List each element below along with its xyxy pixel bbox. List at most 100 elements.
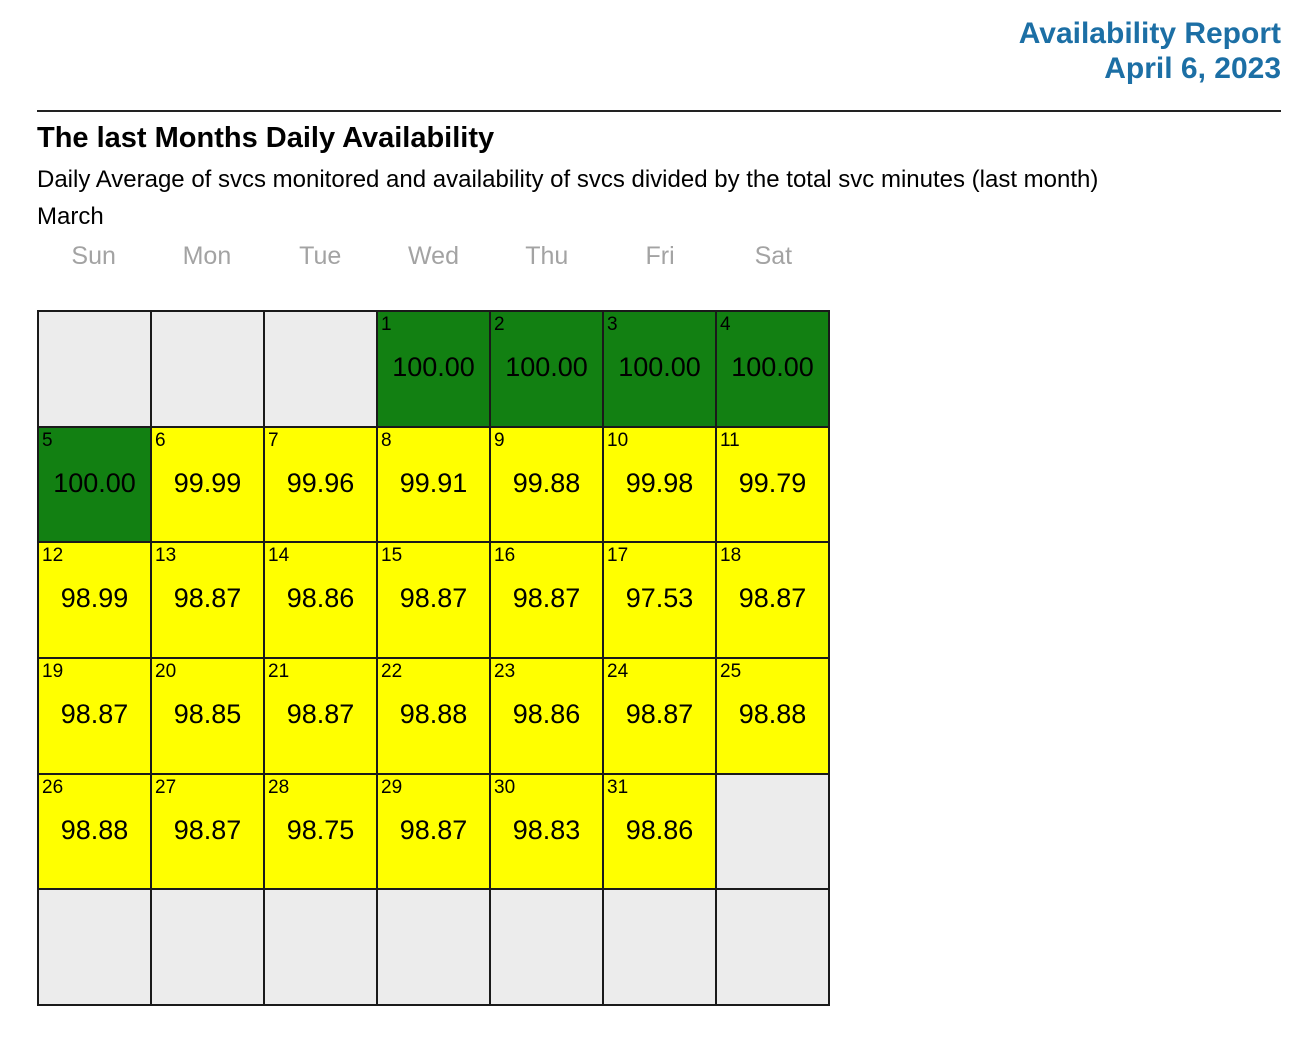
availability-value: 98.88 [399,698,468,729]
availability-value: 99.99 [173,467,242,498]
availability-value: 98.86 [625,814,694,845]
calendar-day-cell: 5 100.00 [39,427,150,542]
day-number: 14 [268,545,290,567]
day-number: 20 [155,660,177,682]
calendar-day-cell: 28 98.75 [265,774,376,889]
availability-value: 98.86 [286,583,355,614]
availability-value: 98.87 [173,814,242,845]
page-title: The last Months Daily Availability [37,122,495,154]
availability-value: 98.75 [286,814,355,845]
weekday-header: Sun Mon Tue Wed Thu Fri Sat [37,242,830,270]
day-number: 15 [381,545,403,567]
availability-value: 98.87 [399,814,468,845]
calendar-day-cell: 30 98.83 [491,774,602,889]
calendar-day-cell: 27 98.87 [152,774,263,889]
day-number: 4 [720,314,731,335]
calendar-day-cell [39,312,150,426]
day-number: 9 [494,429,505,451]
calendar-day-cell [265,890,376,1004]
calendar-day-cell: 9 99.88 [491,427,602,542]
calendar-day-cell: 10 99.98 [604,427,715,542]
day-number: 5 [42,429,53,451]
day-number: 23 [494,660,516,682]
availability-value: 100.00 [392,352,475,382]
calendar-day-cell: 26 98.88 [39,774,150,889]
calendar-day-cell: 13 98.87 [152,543,263,657]
calendar-day-cell [604,890,715,1004]
day-number: 16 [494,545,516,567]
calendar-day-cell: 12 98.99 [39,543,150,657]
calendar-day-cell: 14 98.86 [265,543,376,657]
day-number: 6 [155,429,166,451]
calendar-day-cell: 23 98.86 [491,658,602,773]
calendar-day-cell: 16 98.87 [491,543,602,657]
calendar-day-cell: 6 99.99 [152,427,263,542]
weekday-label-fri: Fri [645,242,675,270]
calendar-day-cell: 24 98.87 [604,658,715,773]
availability-value: 100.00 [618,352,701,382]
day-number: 18 [720,545,742,567]
calendar-day-cell: 15 98.87 [378,543,489,657]
weekday-label-sat: Sat [754,242,793,270]
calendar-day-cell [717,774,828,889]
calendar-day-cell: 17 97.53 [604,543,715,657]
weekday-label-tue: Tue [299,242,342,270]
calendar-day-cell: 8 99.91 [378,427,489,542]
availability-value: 98.87 [286,698,355,729]
weekday-label-mon: Mon [182,242,232,270]
day-number: 29 [381,776,403,798]
calendar-day-cell: 4 100.00 [717,312,828,426]
availability-value: 100.00 [505,352,588,382]
availability-value: 98.83 [512,814,581,845]
day-number: 12 [42,545,64,567]
day-number: 22 [381,660,403,682]
calendar-day-cell [378,890,489,1004]
calendar-day-cell: 25 98.88 [717,658,828,773]
day-number: 21 [268,660,290,682]
calendar-day-cell: 22 98.88 [378,658,489,773]
weekday-label-thu: Thu [525,242,569,270]
calendar-day-cell: 11 99.79 [717,427,828,542]
availability-value: 99.96 [286,467,355,498]
calendar-day-cell [39,890,150,1004]
calendar-day-cell [152,890,263,1004]
calendar-day-cell [265,312,376,426]
day-number: 1 [381,314,392,335]
header-divider [37,110,1281,112]
availability-value: 99.88 [512,467,581,498]
availability-value: 100.00 [53,467,136,498]
availability-value: 98.86 [512,698,581,729]
availability-value: 98.88 [60,814,129,845]
calendar-day-cell: 21 98.87 [265,658,376,773]
day-number: 28 [268,776,290,798]
calendar-day-cell: 19 98.87 [39,658,150,773]
availability-value: 97.53 [625,583,694,614]
day-number: 17 [607,545,629,567]
day-number: 26 [42,776,64,798]
page-subtitle: Daily Average of svcs monitored and avai… [37,166,1099,193]
calendar-day-cell: 29 98.87 [378,774,489,889]
day-number: 13 [155,545,177,567]
availability-value: 98.88 [738,698,807,729]
month-label: March [37,203,104,230]
calendar-day-cell: 31 98.86 [604,774,715,889]
calendar-day-cell: 3 100.00 [604,312,715,426]
day-number: 8 [381,429,392,451]
day-number: 30 [494,776,516,798]
availability-value: 98.99 [60,583,129,614]
availability-value: 99.98 [625,467,694,498]
availability-value: 98.87 [738,583,807,614]
availability-value: 98.87 [173,583,242,614]
availability-value: 98.87 [625,698,694,729]
day-number: 31 [607,776,629,798]
report-header-date: April 6, 2023 [1104,52,1281,85]
day-number: 27 [155,776,177,798]
day-number: 10 [607,429,629,451]
availability-value: 98.87 [60,698,129,729]
weekday-label-sun: Sun [71,242,116,270]
calendar-day-cell [152,312,263,426]
day-number: 19 [42,660,64,682]
availability-calendar-grid: 1 100.00 2 100.00 3 100.00 4 100.00 5 100.00 … [37,310,830,1006]
calendar-day-cell: 1 100.00 [378,312,489,426]
